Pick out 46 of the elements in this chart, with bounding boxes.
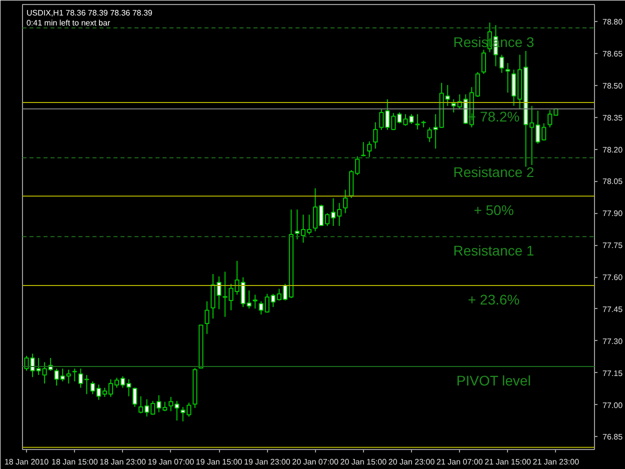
x-tick-label: 21 Jan 23:00 <box>532 458 580 466</box>
annotation: + 50% <box>474 202 514 218</box>
candlestick <box>427 126 432 143</box>
x-tick-label: 21 Jan 15:00 <box>484 458 532 466</box>
y-tick-label: 78.65 <box>602 49 624 58</box>
candlestick <box>505 62 510 94</box>
x-tick-label: 18 Jan 23:00 <box>100 458 146 466</box>
candlestick <box>367 140 372 158</box>
candlestick <box>499 54 504 74</box>
annotation: Resistance 2 <box>453 164 534 180</box>
y-tick-label: 76.85 <box>602 432 624 442</box>
annotation: PIVOT level <box>456 372 531 388</box>
candlestick <box>361 142 366 157</box>
candlestick <box>343 189 348 214</box>
candlestick <box>415 114 420 130</box>
y-tick-label: 77.00 <box>602 400 624 410</box>
y-tick-label: 77.45 <box>602 304 624 314</box>
x-tick-label: 19 Jan 07:00 <box>148 458 195 466</box>
x-tick-label: 21 Jan 07:00 <box>436 458 484 466</box>
y-tick-label: 78.80 <box>602 18 624 27</box>
annotation: Resistance 1 <box>453 242 534 259</box>
x-tick-label: 18 Jan 15:00 <box>52 458 98 466</box>
y-tick-label: 77.30 <box>602 336 624 346</box>
x-tick-label: 18 Jan 2010 <box>4 458 50 466</box>
candlestick <box>252 294 258 310</box>
y-tick-label: 78.20 <box>602 145 624 154</box>
y-tick-label: 77.75 <box>602 241 624 250</box>
candlestick <box>132 387 138 408</box>
candlestick <box>72 368 77 382</box>
x-tick-label: 20 Jan 23:00 <box>388 458 436 466</box>
x-tick-label: 19 Jan 15:00 <box>196 458 243 466</box>
text: USDIX,H1 78.36 78.39 78.36 78.39 <box>26 8 153 18</box>
y-tick-label: 77.15 <box>602 368 624 378</box>
candlestick <box>481 49 486 74</box>
x-tick-label: 20 Jan 07:00 <box>292 458 339 466</box>
y-tick-label: 78.05 <box>602 177 624 186</box>
text: 0:41 min left to next bar <box>26 18 110 28</box>
y-tick-label: 77.90 <box>602 209 624 218</box>
x-tick-label: 20 Jan 15:00 <box>340 458 388 466</box>
annotation: + 23.6% <box>468 292 520 308</box>
y-tick-label: 78.50 <box>602 81 624 90</box>
candlestick <box>204 300 210 334</box>
candlestick <box>373 122 378 150</box>
x-tick-label: 19 Jan 23:00 <box>244 458 291 466</box>
y-tick-label: 78.35 <box>602 113 624 122</box>
y-tick-label: 77.60 <box>602 273 624 282</box>
